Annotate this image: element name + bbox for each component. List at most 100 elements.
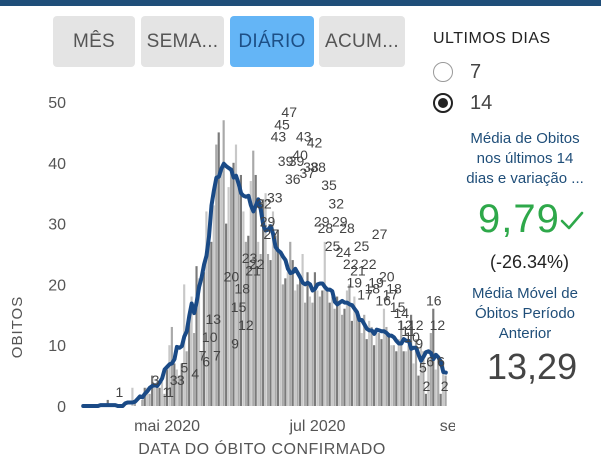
radio-option-7[interactable]: 7 (433, 59, 481, 85)
data-label: 27 (372, 226, 388, 242)
bar (410, 314, 413, 406)
bar (299, 278, 302, 406)
x-tick-label: set 2020 (440, 418, 455, 435)
bar (348, 284, 351, 406)
bar (284, 278, 287, 406)
tab-diario[interactable]: DIÁRIO (230, 16, 314, 67)
bar (183, 284, 186, 406)
bar (178, 375, 181, 406)
bar (419, 345, 423, 406)
x-tick-label: mai 2020 (134, 418, 200, 435)
data-label: 21 (245, 262, 261, 278)
y-tick-label: 30 (48, 217, 66, 234)
x-axis-ticks: mai 2020 jul 2020 set 2020 (134, 418, 455, 435)
bar (414, 339, 418, 406)
bar (227, 187, 230, 406)
data-label: 35 (321, 177, 337, 193)
data-label: 33 (267, 189, 283, 205)
data-label: 25 (325, 238, 341, 254)
data-label: 9 (231, 335, 239, 351)
bar (437, 357, 440, 406)
y-tick-label: 50 (48, 95, 66, 112)
bar (264, 193, 267, 406)
bar (217, 132, 220, 406)
data-label: 5 (181, 360, 189, 376)
data-label: 42 (307, 135, 323, 151)
data-label: 38 (303, 159, 319, 175)
bar (197, 278, 201, 406)
data-label: 10 (404, 329, 420, 345)
data-label: 47 (281, 104, 297, 120)
bar (358, 320, 361, 406)
y-tick-label: 0 (57, 399, 66, 416)
radio-option-14[interactable]: 14 (433, 90, 492, 116)
data-label: 45 (274, 116, 290, 132)
data-label: 40 (292, 147, 308, 163)
bar (262, 199, 265, 406)
tab-mes[interactable]: MÊS (53, 16, 135, 67)
y-tick-label: 20 (48, 277, 66, 294)
bar (106, 399, 109, 406)
data-label: 18 (365, 281, 381, 297)
bar (301, 254, 304, 406)
bar (175, 369, 178, 406)
kpi-prev-label-line3: Anterior (498, 325, 552, 342)
bar (303, 302, 307, 406)
data-label: 20 (379, 268, 395, 284)
data-label: 29 (314, 214, 330, 230)
radio-7-icon[interactable] (433, 62, 453, 82)
chart-bars (106, 120, 447, 407)
tab-acumulado[interactable]: ACUM... (319, 16, 405, 67)
bar (215, 144, 218, 406)
data-label: 10 (202, 329, 218, 345)
data-label: 23 (242, 250, 258, 266)
bar (222, 120, 225, 407)
x-axis-label: DATA DO ÓBITO CONFIRMADO (138, 439, 386, 458)
bar (392, 345, 395, 406)
data-label: 9 (415, 335, 423, 351)
data-label: 36 (285, 171, 301, 187)
bar (402, 351, 405, 406)
data-label: 28 (339, 220, 355, 236)
data-label: 12 (430, 317, 446, 333)
y-tick-label: 40 (48, 156, 66, 173)
bar (155, 381, 159, 406)
bar (269, 260, 272, 406)
data-label: 37 (300, 165, 316, 181)
kpi-prev-label: Média Móvel de Óbitos Período Anterior (455, 284, 595, 344)
data-label: 6 (202, 354, 210, 370)
bar (242, 211, 245, 406)
bar (353, 296, 356, 406)
data-label: 7 (213, 347, 221, 363)
bar (311, 302, 314, 406)
bar (244, 241, 247, 406)
data-label: 21 (350, 262, 366, 278)
bar (202, 272, 206, 406)
bar (237, 181, 240, 406)
bar (316, 290, 319, 406)
tab-semana[interactable]: SEMA... (141, 16, 224, 67)
bar (355, 314, 358, 406)
y-tick-label: 10 (48, 338, 66, 355)
kpi-prev-label-line1: Média Móvel de (472, 285, 578, 302)
check-icon (560, 211, 584, 230)
bar (146, 387, 149, 406)
data-label: 22 (361, 256, 377, 272)
bar (377, 333, 381, 406)
bar (412, 363, 415, 406)
data-label: 43 (296, 129, 312, 145)
bar (163, 393, 166, 406)
data-label: 1 (166, 384, 174, 400)
bar (345, 290, 349, 406)
bar (252, 150, 255, 406)
data-label: 12 (238, 317, 254, 333)
bar (259, 254, 262, 406)
radio-14-icon[interactable] (433, 93, 453, 113)
data-label: 43 (271, 129, 287, 145)
bar (385, 326, 388, 406)
y-axis-label: OBITOS (9, 296, 26, 358)
y-axis-ticks: 0 10 20 30 40 50 (48, 95, 66, 416)
bar (232, 162, 235, 406)
bar (281, 284, 284, 406)
data-label: 15 (390, 299, 406, 315)
